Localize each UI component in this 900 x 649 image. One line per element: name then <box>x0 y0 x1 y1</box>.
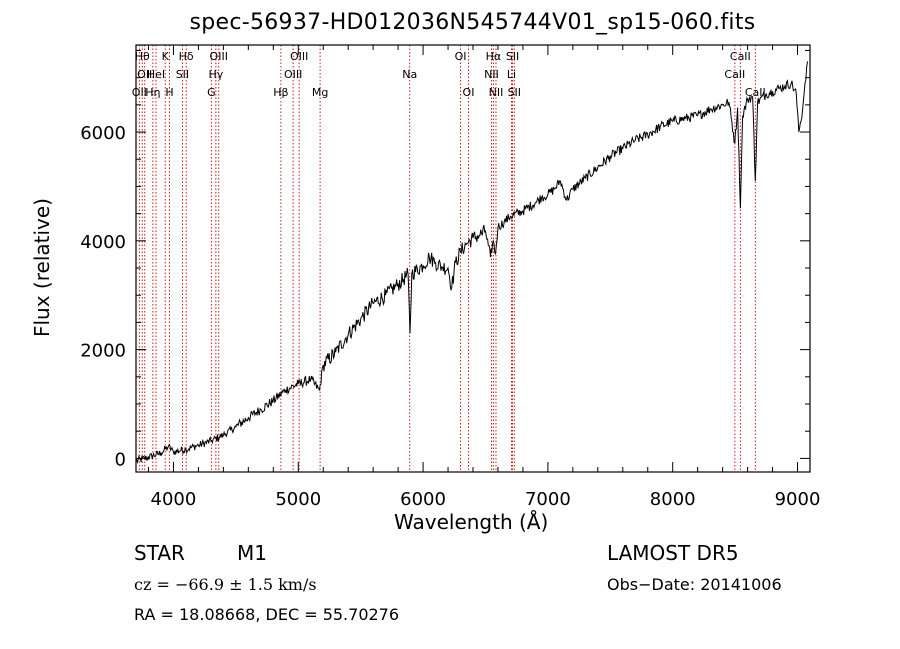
y-tick-label-2: 4000 <box>80 232 126 253</box>
x-tick-label-5: 9000 <box>775 489 821 510</box>
line-label-21: NII <box>489 86 504 99</box>
y-tick-label-3: 6000 <box>80 123 126 144</box>
line-label-2: OII <box>137 68 152 81</box>
line-label-20: Hα <box>486 50 502 63</box>
object-subclass: M1 <box>237 541 267 565</box>
line-label-24: SII <box>508 86 521 99</box>
y-tick-label-1: 2000 <box>80 341 126 362</box>
line-label-25: CaII <box>724 68 745 81</box>
observation-date: Obs−Date: 20141006 <box>607 575 782 594</box>
x-axis-label: Wavelength (Å) <box>394 510 549 534</box>
line-label-17: OI <box>455 50 467 63</box>
line-label-11: OIII <box>210 50 228 63</box>
line-label-12: Hβ <box>273 86 288 99</box>
line-label-3: Hη <box>145 86 160 99</box>
y-axis-label: Flux (relative) <box>30 198 54 337</box>
line-label-23: SII <box>506 50 519 63</box>
x-tick-label-1: 5000 <box>275 489 321 510</box>
line-labels: OIIHθOIIHηHeIKHSIIHδGHγOIIIHβOIIIOIIIMgN… <box>132 50 766 99</box>
line-label-9: G <box>207 86 216 99</box>
redshift-velocity: cz = −66.9 ± 1.5 km/s <box>134 575 317 594</box>
line-label-8: Hδ <box>179 50 194 63</box>
x-tick-label-2: 6000 <box>400 489 446 510</box>
line-label-13: OIII <box>284 68 302 81</box>
survey-name: LAMOST DR5 <box>607 541 739 565</box>
line-label-16: Na <box>402 68 417 81</box>
line-label-27: CaII <box>745 86 766 99</box>
line-label-15: Mg <box>312 86 328 99</box>
line-label-19: NII <box>484 68 499 81</box>
spectrum-line <box>135 61 808 465</box>
spectral-line-markers <box>138 45 756 472</box>
x-tick-label-3: 7000 <box>525 489 571 510</box>
line-label-5: K <box>162 50 170 63</box>
line-label-26: CaII <box>730 50 751 63</box>
x-tick-label-0: 4000 <box>151 489 197 510</box>
line-label-6: H <box>165 86 173 99</box>
spectrum-chart: 4000 5000 6000 7000 8000 9000 0 2000 4000 6000 OI… <box>80 44 820 510</box>
axis-ticks: 4000 5000 6000 7000 8000 9000 0 2000 4000 6000 <box>80 45 820 510</box>
line-label-7: SII <box>176 68 189 81</box>
x-tick-label-4: 8000 <box>650 489 696 510</box>
line-label-1: Hθ <box>135 50 150 63</box>
coordinates: RA = 18.08668, DEC = 55.70276 <box>134 605 400 624</box>
y-tick-label-0: 0 <box>115 449 126 470</box>
line-label-10: Hγ <box>208 68 223 81</box>
line-label-14: OIII <box>290 50 308 63</box>
line-label-22: Li <box>507 68 516 81</box>
line-label-18: OI <box>463 86 475 99</box>
chart-title: spec-56937-HD012036N545744V01_sp15-060.f… <box>189 10 756 35</box>
line-label-4: HeI <box>147 68 165 81</box>
line-label-0: OII <box>132 86 147 99</box>
object-type: STAR <box>134 541 185 565</box>
